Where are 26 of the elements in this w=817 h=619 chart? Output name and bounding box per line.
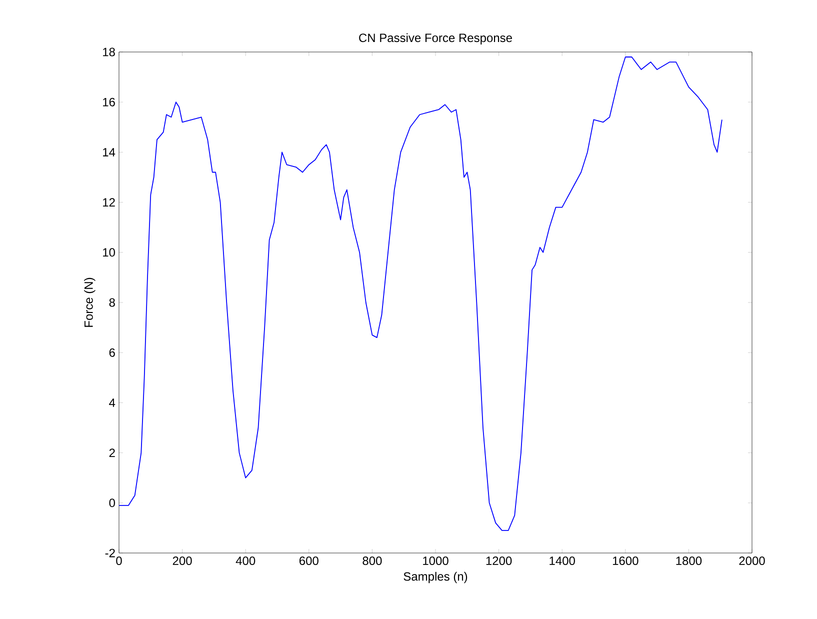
x-tick-label: 400: [236, 556, 256, 566]
x-tick-label: 1000: [423, 556, 448, 566]
y-tick-label: 2: [109, 448, 115, 457]
y-tick-label: 12: [103, 198, 115, 206]
x-tick-label: 1800: [676, 556, 702, 566]
x-tick-label: 1400: [550, 556, 575, 566]
y-tick-label: 18: [103, 48, 115, 56]
y-tick-label: 0: [109, 498, 116, 508]
y-tick-label: 10: [103, 248, 115, 257]
y-tick-label: 4: [109, 398, 116, 407]
line-series: [119, 56, 722, 531]
y-tick-label: 6: [109, 348, 115, 357]
y-axis-title: Force (N): [84, 278, 96, 327]
x-tick-label: 600: [300, 556, 318, 566]
chart-title: CN Passive Force Response: [359, 33, 512, 44]
y-tick-label: 8: [109, 298, 115, 307]
y-tick-label: -2: [105, 548, 115, 558]
y-tick-label: 14: [103, 148, 116, 156]
x-tick-label: 1600: [612, 556, 638, 566]
x-tick-label: 0: [116, 556, 122, 566]
x-axis-title: Samples (n): [404, 572, 468, 584]
x-tick-label: 1200: [486, 556, 512, 566]
x-tick-label: 2000: [739, 556, 765, 566]
y-tick-label: 16: [103, 98, 115, 106]
x-tick-label: 800: [362, 556, 382, 566]
x-tick-label: 200: [172, 556, 192, 566]
